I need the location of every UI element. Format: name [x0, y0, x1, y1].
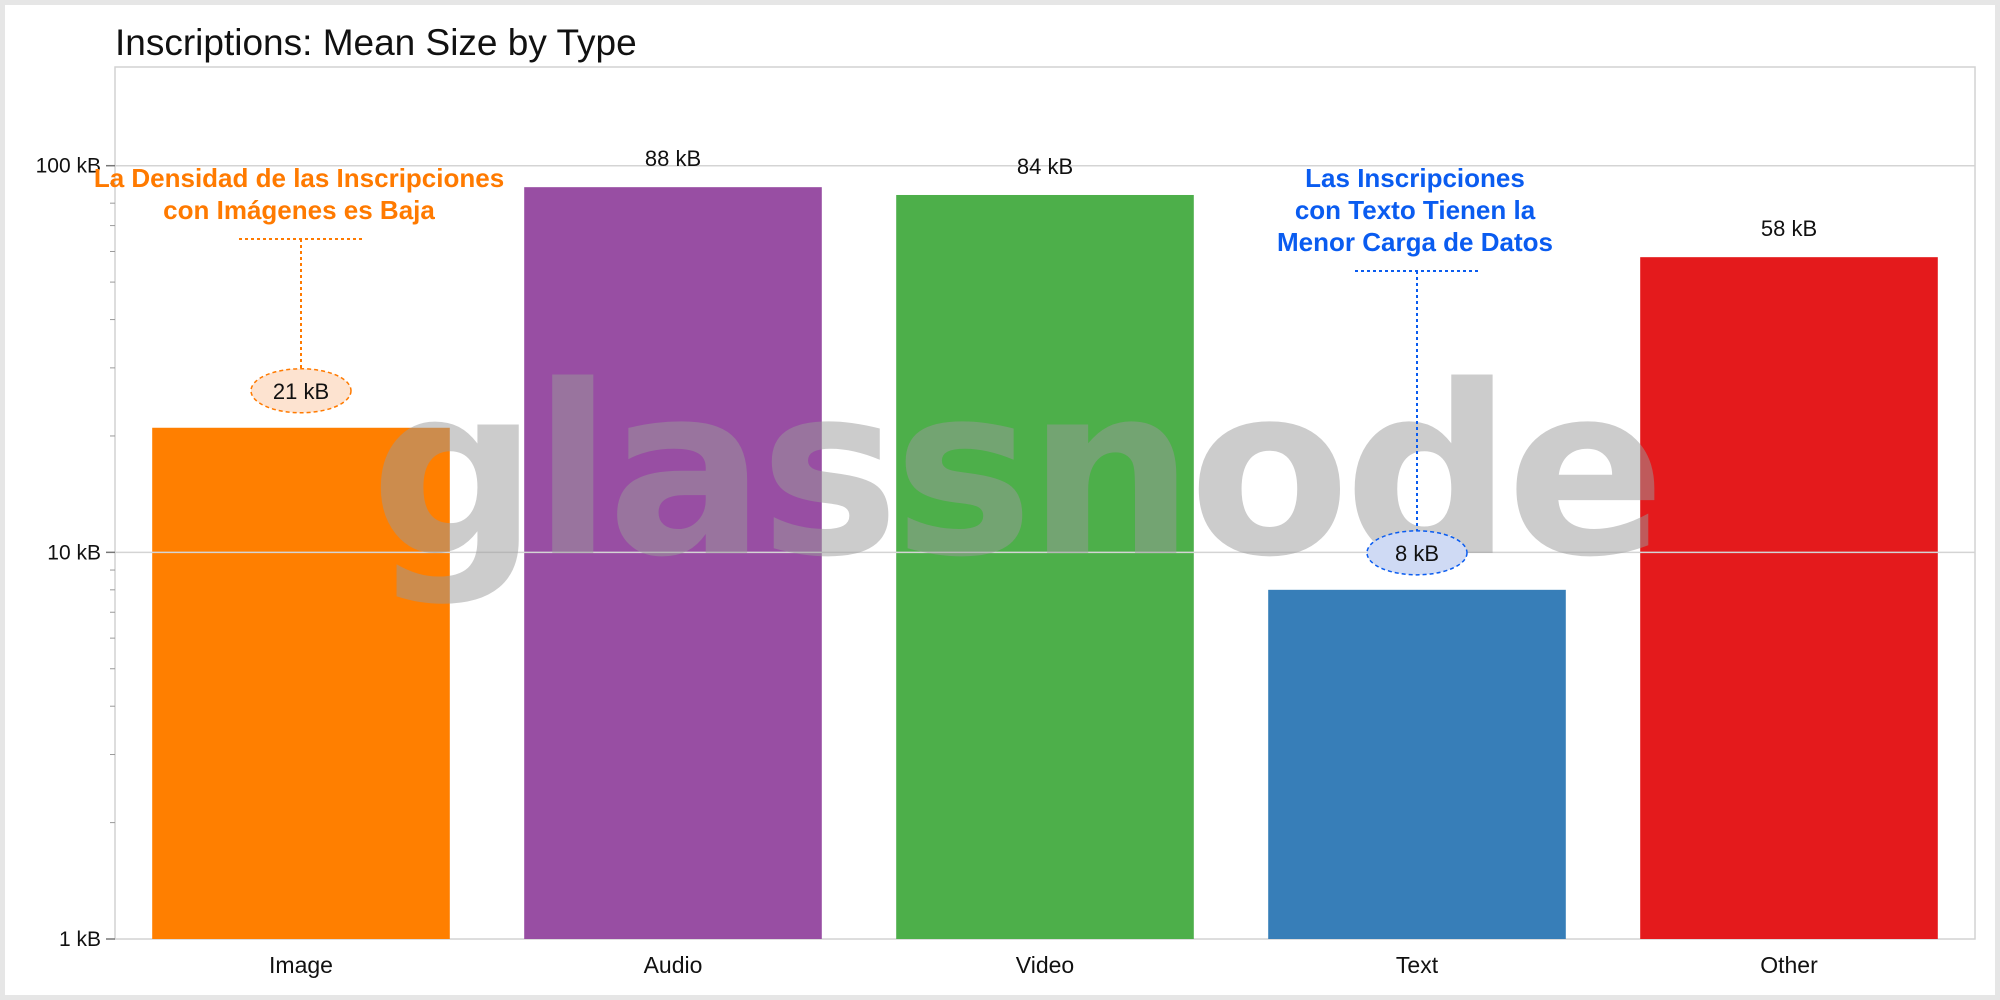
watermark: glassnode: [370, 336, 1659, 609]
chart-frame: Inscriptions: Mean Size by Type 1 kB 10 k…: [5, 5, 1995, 995]
x-tick-label: Text: [1396, 952, 1439, 978]
annotation-text: con Imágenes es Baja: [163, 195, 435, 225]
y-minor-ticks: [110, 182, 115, 824]
chart-title: Inscriptions: Mean Size by Type: [115, 22, 637, 63]
bar-audio: [524, 187, 822, 939]
value-label: 8 kB: [1395, 541, 1439, 566]
value-label: 58 kB: [1761, 216, 1817, 241]
x-tick-label: Audio: [644, 952, 703, 978]
bar-chart: Inscriptions: Mean Size by Type 1 kB 10 k…: [36, 22, 1976, 978]
bars: [152, 187, 1938, 939]
x-axis-labels: Image Audio Video Text Other: [269, 952, 1818, 978]
value-label: 21 kB: [273, 379, 329, 404]
annotation-text: con Texto Tienen la: [1295, 195, 1536, 225]
annotation-text: La Densidad de las Inscripciones: [94, 163, 504, 193]
x-tick-label: Video: [1016, 952, 1074, 978]
y-gridlines: [115, 164, 1975, 554]
y-tick-label: 10 kB: [47, 541, 101, 564]
annotation-text: Menor Carga de Datos: [1277, 227, 1553, 257]
bar-other: [1640, 257, 1938, 939]
y-axis-ticks: 1 kB 10 kB 100 kB: [36, 155, 115, 951]
bar-image: [152, 427, 450, 939]
x-tick-label: Image: [269, 952, 333, 978]
bar-video: [896, 194, 1194, 939]
value-label: 84 kB: [1017, 154, 1073, 179]
value-label-highlight: [250, 368, 352, 414]
annotation-text: Las Inscripciones: [1305, 163, 1525, 193]
bar-text: [1268, 589, 1566, 939]
x-tick-label: Other: [1760, 952, 1818, 978]
y-tick-label: 100 kB: [36, 155, 101, 178]
value-labels: 21 kB 88 kB 84 kB 8 kB 58 kB: [250, 146, 1817, 576]
y-tick-label: 1 kB: [59, 928, 101, 951]
value-label: 88 kB: [645, 146, 701, 171]
